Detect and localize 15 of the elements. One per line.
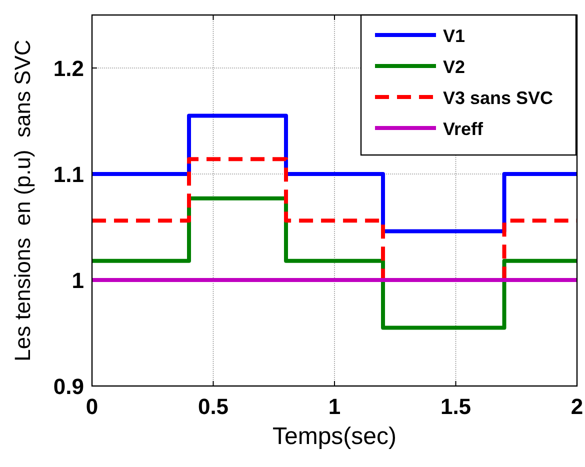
legend-label: Vreff [443, 119, 484, 139]
y-axis-title: Les tensions en (p.u) sans SVC [10, 40, 35, 362]
legend-label: V1 [443, 26, 466, 46]
x-tick-label: 1 [328, 394, 341, 419]
x-axis-title: Temps(sec) [272, 423, 397, 450]
y-tick-label: 1.1 [53, 162, 84, 187]
x-tick-label: 1.5 [440, 394, 472, 419]
y-tick-label: 1 [72, 268, 84, 293]
x-tick-label: 0 [86, 394, 98, 419]
y-tick-label: 0.9 [53, 374, 84, 399]
x-tick-label: 0.5 [198, 394, 229, 419]
legend-label: V3 sans SVC [443, 88, 554, 108]
x-tick-label: 2 [570, 394, 584, 419]
y-tick-label: 1.2 [53, 56, 84, 81]
legend-label: V2 [443, 57, 466, 77]
